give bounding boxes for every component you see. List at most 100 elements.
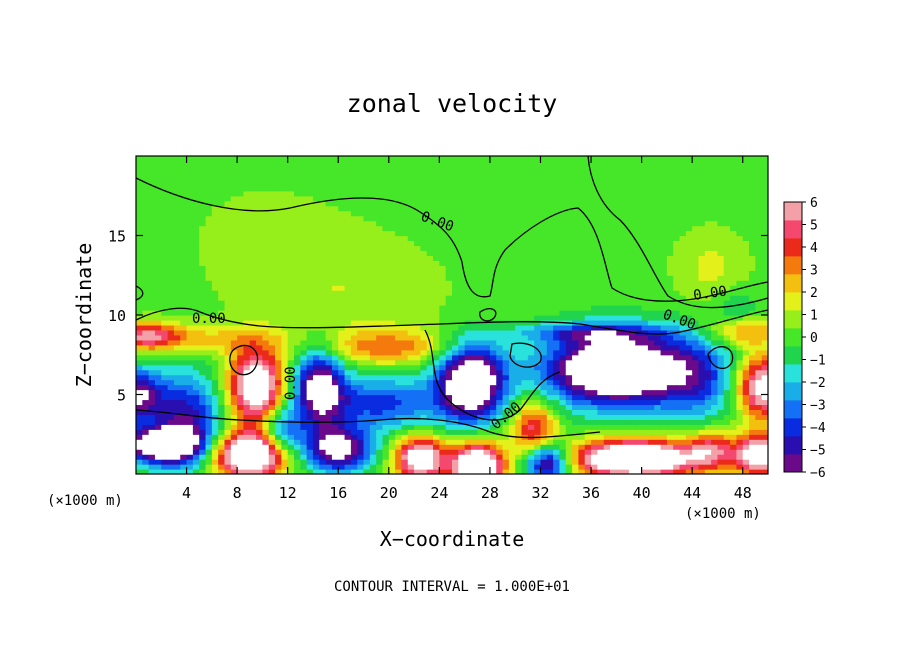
heatmap-cell <box>711 235 719 242</box>
heatmap-cell <box>502 409 510 415</box>
heatmap-cell <box>256 354 263 361</box>
heatmap-cell <box>148 374 156 381</box>
heatmap-cell <box>470 354 478 361</box>
heatmap-cell <box>331 260 339 266</box>
heatmap-cell <box>515 295 523 301</box>
heatmap-cell <box>692 255 700 261</box>
heatmap-cell <box>641 429 649 435</box>
heatmap-cell <box>369 265 377 271</box>
heatmap-cell <box>730 449 737 455</box>
heatmap-cell <box>622 399 630 406</box>
heatmap-cell <box>154 290 162 296</box>
heatmap-cell <box>407 429 415 435</box>
heatmap-cell <box>603 349 611 356</box>
heatmap-cell <box>559 290 567 296</box>
heatmap-cell <box>180 240 188 247</box>
heatmap-cell <box>502 324 510 331</box>
heatmap-cell <box>540 235 548 242</box>
heatmap-cell <box>319 399 327 406</box>
heatmap-cell <box>294 245 301 252</box>
heatmap-cell <box>730 439 737 445</box>
heatmap-cell <box>136 235 143 242</box>
heatmap-cell <box>420 384 428 391</box>
heatmap-cell <box>496 459 504 465</box>
heatmap-cell <box>489 260 497 266</box>
heatmap-cell <box>401 464 409 470</box>
heatmap-cell <box>262 280 270 286</box>
heatmap-cell <box>742 409 750 415</box>
heatmap-cell <box>262 324 270 331</box>
heatmap-cell <box>420 305 428 311</box>
heatmap-cell <box>717 464 725 470</box>
heatmap-cell <box>445 225 453 232</box>
heatmap-cell <box>616 389 624 396</box>
heatmap-cell <box>350 300 358 306</box>
heatmap-cell <box>230 315 238 321</box>
heatmap-cell <box>148 419 156 425</box>
heatmap-cell <box>749 374 756 381</box>
heatmap-cell <box>275 225 282 232</box>
heatmap-cell <box>376 319 384 326</box>
heatmap-cell <box>369 359 377 366</box>
heatmap-cell <box>730 275 737 281</box>
heatmap-cell <box>458 459 466 465</box>
heatmap-cell <box>458 374 466 381</box>
heatmap-cell <box>287 379 295 386</box>
heatmap-cell <box>723 275 731 281</box>
heatmap-cell <box>635 250 643 256</box>
heatmap-cell <box>622 230 630 237</box>
heatmap-cell <box>300 344 308 351</box>
heatmap-cell <box>300 459 308 465</box>
heatmap-cell <box>338 384 346 391</box>
heatmap-cell <box>660 379 668 386</box>
heatmap-cell <box>281 334 289 341</box>
heatmap-cell <box>452 339 459 346</box>
heatmap-cell <box>458 255 466 261</box>
heatmap-cell <box>711 240 719 247</box>
heatmap-cell <box>483 285 491 291</box>
heatmap-cell <box>685 434 693 440</box>
heatmap-cell <box>357 444 365 450</box>
heatmap-cell <box>698 439 706 445</box>
heatmap-cell <box>761 404 768 411</box>
heatmap-cell <box>464 265 472 271</box>
heatmap-cell <box>559 285 567 291</box>
heatmap-cell <box>647 290 655 296</box>
heatmap-cell <box>205 394 213 401</box>
heatmap-cell <box>698 409 706 415</box>
heatmap-cell <box>508 409 516 415</box>
heatmap-cell <box>502 319 510 326</box>
heatmap-cell <box>300 295 308 301</box>
heatmap-cell <box>287 469 295 474</box>
heatmap-cell <box>205 374 213 381</box>
heatmap-cell <box>376 389 384 396</box>
heatmap-cell <box>376 270 384 276</box>
heatmap-cell <box>610 310 617 316</box>
heatmap-cell <box>439 449 447 455</box>
heatmap-cell <box>142 354 150 361</box>
heatmap-cell <box>711 329 719 336</box>
heatmap-cell <box>470 295 478 301</box>
heatmap-cell <box>723 260 731 266</box>
heatmap-cell <box>407 404 415 411</box>
heatmap-cell <box>736 329 744 336</box>
heatmap-cell <box>553 300 561 306</box>
heatmap-cell <box>363 245 371 252</box>
heatmap-cell <box>628 240 636 247</box>
heatmap-cell <box>483 250 491 256</box>
heatmap-cell <box>142 419 150 425</box>
heatmap-cell <box>205 235 213 242</box>
heatmap-cell <box>489 280 497 286</box>
heatmap-cell <box>654 290 662 296</box>
heatmap-cell <box>496 419 504 425</box>
heatmap-cell <box>711 339 719 346</box>
heatmap-cell <box>452 359 459 366</box>
heatmap-cell <box>622 389 630 396</box>
heatmap-cell <box>628 389 636 396</box>
heatmap-cell <box>685 285 693 291</box>
heatmap-cell <box>306 399 314 406</box>
heatmap-cell <box>603 225 611 232</box>
heatmap-cell <box>186 394 194 401</box>
heatmap-cell <box>572 235 579 242</box>
heatmap-cell <box>553 434 561 440</box>
